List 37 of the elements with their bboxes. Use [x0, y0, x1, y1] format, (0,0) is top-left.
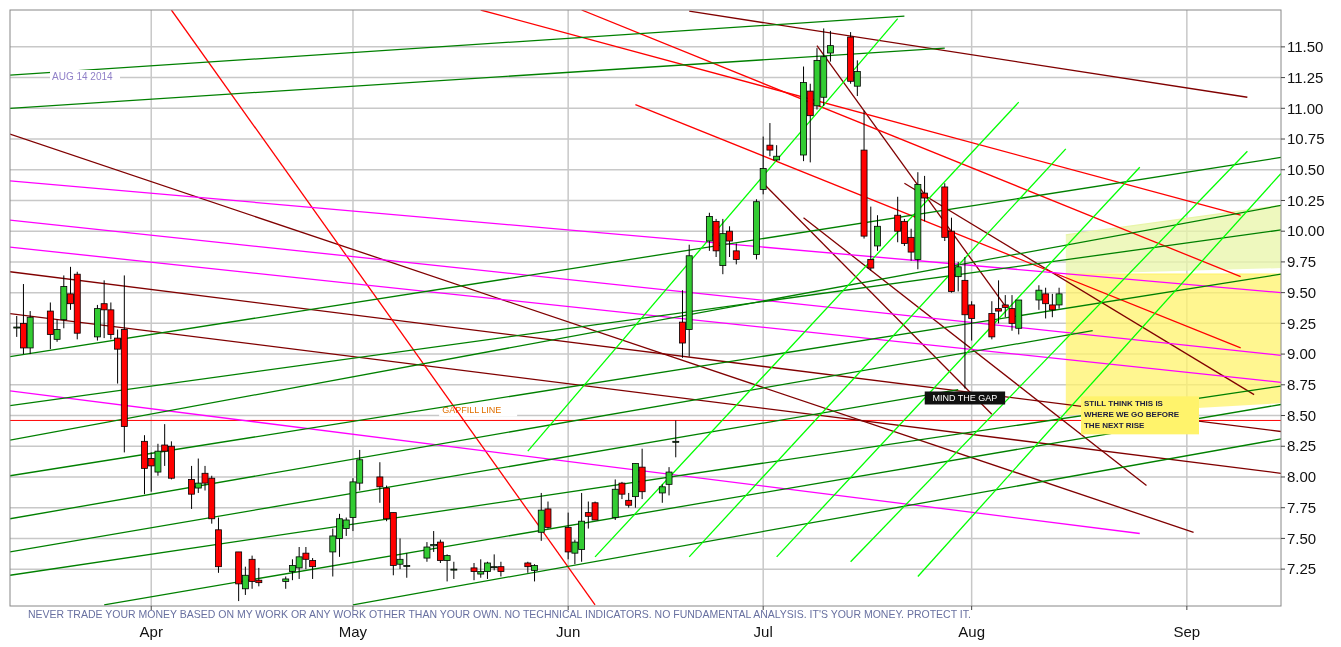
x-tick-label: Aug	[958, 623, 986, 640]
candlestick	[867, 206, 875, 272]
y-tick-label: 8.50	[1287, 406, 1317, 424]
y-tick-label: 8.00	[1287, 468, 1317, 486]
y-tick-label: 7.75	[1287, 498, 1317, 516]
annotation: STILL THINK THIS IS WHERE WE GO BEFORE THE NEXT RISE	[1083, 399, 1180, 431]
y-tick-label: 9.00	[1287, 345, 1317, 363]
candlestick	[732, 242, 740, 265]
x-tick-label: Jul	[753, 623, 773, 640]
y-tick-label: 9.50	[1287, 283, 1317, 301]
y-tick-label: 9.75	[1287, 253, 1317, 271]
candlestick	[766, 122, 774, 157]
candlestick	[874, 214, 881, 252]
y-tick-label: 8.75	[1287, 376, 1317, 394]
y-tick-label: 8.25	[1287, 437, 1317, 455]
y-tick-label: 11.00	[1287, 99, 1324, 117]
candlestick	[988, 300, 996, 340]
x-tick-label: Jun	[556, 623, 581, 640]
y-tick-label: 10.50	[1287, 161, 1325, 178]
candlestick	[672, 419, 680, 458]
y-tick-label: 10.75	[1287, 130, 1325, 148]
y-tick-label: 10.25	[1287, 191, 1325, 209]
candlestick	[995, 279, 1002, 324]
annotation: MIND THE GAP	[932, 393, 998, 404]
y-tick-label: 11.25	[1287, 68, 1324, 86]
x-tick-label: Apr	[139, 623, 163, 640]
candlestick	[827, 30, 834, 63]
y-tick-label: 7.50	[1287, 529, 1317, 547]
y-tick-label: 7.25	[1287, 560, 1317, 578]
x-tick-label: Sep	[1173, 623, 1201, 640]
y-tick-label: 11.50	[1287, 38, 1324, 56]
text: NEVER TRADE YOUR MONEY BASED ON MY WORK OR ANY WORK OTHER THAN YOUR OWN. NO TECHNICAL INDICATORS. NO FUNDAMENTAL ANALYSIS. IT'S YOUR MONEY. PROTECT IT.	[28, 608, 971, 620]
x-tick-label: May	[338, 623, 368, 640]
y-tick-label: 9.25	[1287, 314, 1317, 332]
candlestick	[759, 136, 767, 195]
y-tick-label: 10.00	[1287, 222, 1325, 240]
text: AUG 14 2014	[52, 71, 114, 82]
